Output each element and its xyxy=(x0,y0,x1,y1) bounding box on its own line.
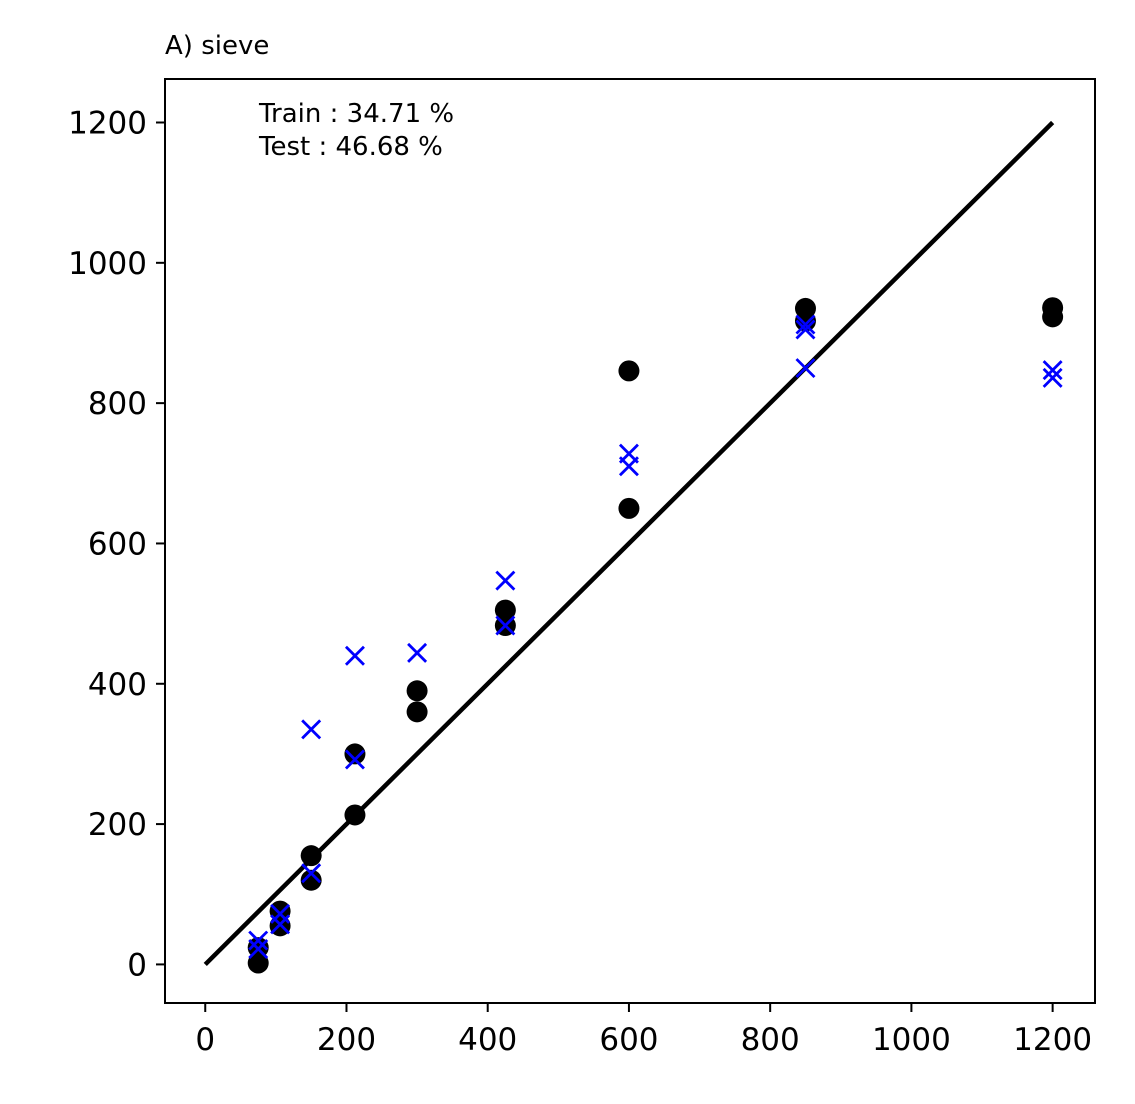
x-tick-label: 0 xyxy=(195,1022,215,1058)
train-point xyxy=(300,869,322,891)
train-point xyxy=(344,743,366,765)
y-tick-label: 800 xyxy=(88,386,147,422)
train-point xyxy=(269,900,291,922)
x-tick-label: 200 xyxy=(317,1022,376,1058)
test-point xyxy=(344,749,365,770)
identity-reference-line xyxy=(203,120,1055,967)
y-tick-label: 1000 xyxy=(68,246,147,282)
test-point xyxy=(270,903,291,924)
test-point xyxy=(301,863,322,884)
train-point xyxy=(344,804,366,826)
test-point xyxy=(618,443,639,464)
y-axis: 0 200 400 600 800 1000 1200 xyxy=(68,105,165,983)
test-point xyxy=(1042,367,1063,388)
x-tick-label: 600 xyxy=(599,1022,658,1058)
y-tick-label: 400 xyxy=(88,667,147,703)
test-point xyxy=(1042,360,1063,381)
train-point xyxy=(406,701,428,723)
train-point xyxy=(618,497,640,519)
test-point xyxy=(795,319,816,340)
test-point xyxy=(344,645,365,666)
y-tick-label: 600 xyxy=(88,526,147,562)
y-tick-label: 0 xyxy=(127,947,147,983)
test-point xyxy=(495,570,516,591)
train-point xyxy=(794,297,816,319)
y-tick-label: 1200 xyxy=(68,105,147,141)
plot-frame xyxy=(164,78,1096,1004)
test-score-label: Test : 46.68 % xyxy=(258,132,443,162)
train-point xyxy=(494,599,516,621)
test-point xyxy=(495,615,516,636)
train-score-label: Train : 34.71 % xyxy=(258,99,454,129)
points-layer xyxy=(247,297,1064,974)
test-point xyxy=(248,938,269,959)
chart-title: A) sieve xyxy=(165,31,269,61)
train-point xyxy=(406,680,428,702)
x-tick-label: 1000 xyxy=(872,1022,951,1058)
test-point xyxy=(795,314,816,335)
reference-line-layer xyxy=(203,120,1055,967)
train-point xyxy=(618,360,640,382)
test-point xyxy=(407,642,428,663)
test-point xyxy=(795,358,816,379)
x-tick-label: 800 xyxy=(741,1022,800,1058)
y-tick-label: 200 xyxy=(88,807,147,843)
train-point xyxy=(1042,297,1064,319)
train-point xyxy=(300,845,322,867)
train-point xyxy=(247,952,269,974)
x-tick-label: 1200 xyxy=(1013,1022,1092,1058)
x-axis: 0 200 400 600 800 1000 1200 xyxy=(195,1003,1092,1058)
test-point xyxy=(248,930,269,951)
test-point xyxy=(301,719,322,740)
x-tick-label: 400 xyxy=(458,1022,517,1058)
